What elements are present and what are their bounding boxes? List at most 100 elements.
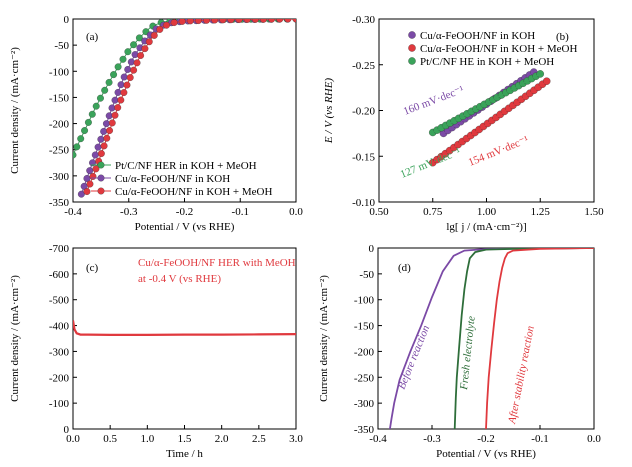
data-point	[114, 63, 122, 71]
x-tick-label: -0.3	[423, 433, 441, 445]
data-point	[186, 19, 194, 25]
y-axis-label: E / V (vs RHE)	[323, 78, 335, 145]
series-line	[73, 19, 296, 156]
data-point	[111, 111, 119, 119]
data-point	[203, 19, 211, 24]
y-tick-label: -0.20	[352, 106, 375, 118]
data-point	[91, 151, 99, 159]
y-tick-label: -200	[354, 346, 375, 358]
data-point	[110, 71, 118, 79]
data-point	[117, 96, 125, 104]
x-tick-label: 0.5	[103, 433, 117, 445]
legend-marker	[97, 187, 105, 195]
data-point	[102, 120, 110, 128]
legend-marker	[408, 44, 416, 52]
data-point	[105, 78, 113, 86]
data-point	[251, 19, 259, 23]
x-tick-label: -0.2	[176, 206, 193, 218]
x-axis-label: Time / h	[166, 448, 203, 460]
data-point	[81, 127, 89, 134]
data-point	[97, 135, 105, 143]
y-tick-label: -200	[49, 119, 70, 131]
series-line	[453, 248, 594, 429]
annotation-text: at -0.4 V (vs RHE)	[138, 273, 221, 285]
y-tick-label: -0.10	[352, 197, 375, 209]
data-point	[156, 25, 164, 33]
y-tick-label: -100	[354, 295, 375, 307]
y-tick-label: -100	[49, 398, 70, 410]
y-tick-label: -300	[354, 398, 375, 410]
data-point	[219, 19, 227, 24]
data-point	[141, 45, 149, 53]
x-tick-label: -0.4	[369, 433, 387, 445]
curve-label: Before reaction	[396, 323, 433, 391]
data-point	[145, 38, 153, 46]
data-point	[92, 102, 100, 110]
x-tick-label: -0.4	[64, 206, 82, 218]
data-point	[163, 21, 170, 29]
y-tick-label: -300	[49, 171, 70, 183]
panel-label: (a)	[86, 31, 99, 43]
y-tick-label: -250	[49, 145, 70, 157]
data-point	[73, 143, 81, 151]
data-point	[117, 81, 125, 89]
data-point	[111, 96, 119, 104]
data-point	[97, 150, 105, 157]
legend-label: Cu/α-FeOOH/NF in KOH + MeOH	[420, 43, 577, 55]
data-point	[284, 19, 292, 23]
x-tick-label: -0.2	[477, 433, 494, 445]
y-tick-label: -100	[49, 66, 70, 78]
data-point	[73, 151, 77, 159]
y-tick-label: -150	[354, 321, 375, 333]
legend-marker	[97, 161, 105, 169]
data-point	[108, 119, 116, 127]
x-tick-label: 2.5	[252, 433, 266, 445]
data-point	[114, 88, 122, 96]
y-tick-label: -0.15	[352, 151, 375, 163]
data-point	[227, 19, 235, 24]
legend-marker	[97, 174, 105, 182]
data-point	[170, 19, 178, 26]
data-point	[292, 19, 296, 23]
series-1	[428, 77, 551, 167]
data-point	[135, 34, 143, 42]
fit-line	[432, 80, 548, 164]
panel-label: (b)	[556, 31, 569, 43]
data-point	[84, 118, 92, 126]
y-tick-label: -400	[49, 321, 70, 333]
panel-0: -0.4 -0.3 -0.2 -0.1 0.0 -350 -300 -250 -200 -150 -…	[9, 14, 303, 233]
x-tick-label: 1.5	[178, 433, 192, 445]
y-tick-label: -50	[359, 269, 374, 281]
legend-marker	[408, 31, 416, 39]
y-tick-label: -350	[354, 424, 375, 436]
y-tick-label: 0	[64, 14, 70, 26]
data-point	[260, 19, 267, 23]
fit-line	[432, 73, 541, 134]
data-point	[268, 19, 276, 23]
data-point	[114, 104, 122, 112]
data-point	[100, 128, 108, 135]
data-point	[235, 19, 243, 23]
panel-3: -0.4 -0.3 -0.2 -0.1 0.0 -350 -300 -250 -200 -150 -…	[318, 243, 601, 460]
legend-label: Pt/C/NF HE in KOH + MeOH	[420, 56, 554, 68]
legend-label: Pt/C/NF HER in KOH + MeOH	[115, 160, 257, 172]
data-point	[195, 19, 202, 25]
data-point	[97, 94, 104, 102]
y-tick-label: -500	[49, 295, 70, 307]
panel-label: (d)	[398, 262, 411, 274]
y-tick-label: 0	[369, 243, 375, 255]
panel-2: 0.0 0.5 1.0 1.5 2.0 2.5 3.0 0 -100 -200 -300 -400 -5…	[9, 243, 303, 460]
slope-annotation: 160 mV·dec⁻¹	[402, 84, 466, 118]
y-tick-label: -50	[54, 40, 69, 52]
data-point	[126, 74, 134, 82]
data-point	[178, 19, 186, 25]
x-tick-label: 3.0	[289, 433, 303, 445]
panel-label: (c)	[86, 262, 99, 274]
x-tick-label: 0.0	[587, 433, 601, 445]
x-tick-label: 1.0	[140, 433, 154, 445]
y-tick-label: -0.30	[352, 14, 375, 26]
slope-annotation: 154 mV·dec⁻¹	[467, 134, 531, 169]
